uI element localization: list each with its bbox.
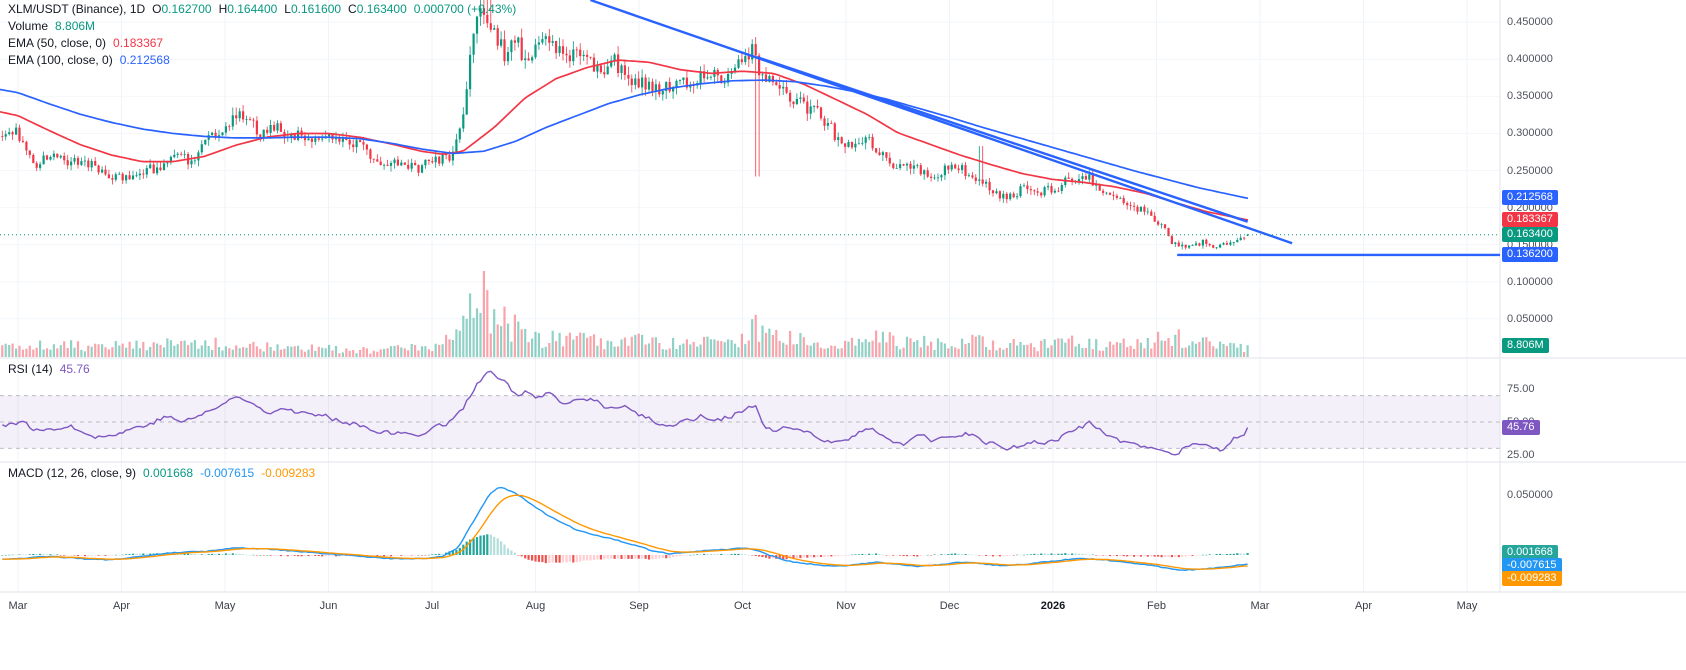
macd-label: MACD (12, 26, close, 9) xyxy=(8,466,137,480)
rsi-label: RSI (14) xyxy=(8,362,53,376)
ohlc-close-value: 0.163400 xyxy=(356,2,407,16)
volume-value: 8.806M xyxy=(55,19,96,33)
main-price-panel xyxy=(0,0,1500,357)
ema100-legend[interactable]: EMA (100, close, 0) 0.212568 xyxy=(8,53,170,67)
ohlc-open-key: O xyxy=(152,2,162,16)
time-axis-tick[interactable]: Feb xyxy=(1147,600,1166,612)
macd-legend[interactable]: MACD (12, 26, close, 9) 0.001668 -0.007615… xyxy=(8,466,315,480)
time-axis-tick[interactable]: Jul xyxy=(424,600,440,612)
price-axis-badge[interactable]: 0.183367 xyxy=(1502,211,1558,227)
change-value: 0.000700 (+0.43%) xyxy=(413,2,517,16)
time-axis-tick[interactable]: May xyxy=(214,600,236,612)
ema100-value: 0.212568 xyxy=(119,53,170,67)
macd-panel xyxy=(1,486,1249,572)
price-axis-badge[interactable]: 0.136200 xyxy=(1502,246,1558,262)
trendline-2[interactable] xyxy=(756,55,1248,223)
price-axis-tick: 0.300000 xyxy=(1507,127,1553,140)
ema50-value: 0.183367 xyxy=(113,36,164,50)
ema50-label: EMA (50, close, 0) xyxy=(8,36,107,50)
time-axis-tick[interactable]: Jun xyxy=(319,600,338,612)
rsi-axis-tick: 25.00 xyxy=(1507,449,1535,461)
time-axis-tick[interactable]: Oct xyxy=(733,600,752,612)
macd-signal-line[interactable] xyxy=(2,494,1248,570)
macd-hist-value: 0.001668 xyxy=(143,466,194,480)
time-axis-tick[interactable]: Sep xyxy=(629,600,649,612)
price-axis-tick: 0.400000 xyxy=(1507,53,1553,66)
time-axis-tick[interactable]: Aug xyxy=(525,600,546,612)
ohlc-open-value: 0.162700 xyxy=(161,2,212,16)
time-axis-tick[interactable]: Nov xyxy=(836,600,856,612)
price-axis-tick: 0.050000 xyxy=(1507,312,1553,325)
rsi-axis-tick: 75.00 xyxy=(1507,383,1535,395)
symbol-title: XLM/USDT (Binance), 1D xyxy=(8,2,146,16)
time-axis-tick[interactable]: Mar xyxy=(1250,600,1270,612)
rsi-value: 45.76 xyxy=(59,362,90,376)
main-symbol-legend[interactable]: XLM/USDT (Binance), 1D O0.162700 H0.164400… xyxy=(8,2,516,16)
volume-legend[interactable]: Volume 8.806M xyxy=(8,19,95,33)
macd-signal-value: -0.009283 xyxy=(261,466,316,480)
price-axis-tick: 0.250000 xyxy=(1507,164,1553,177)
macd-axis-badge[interactable]: -0.009283 xyxy=(1502,570,1562,586)
price-axis-tick: 0.100000 xyxy=(1507,275,1553,288)
ema100-label: EMA (100, close, 0) xyxy=(8,53,113,67)
macd-axis-badge[interactable]: 0.001668 xyxy=(1502,544,1558,560)
macd-axis-tick: 0.050000 xyxy=(1507,489,1553,501)
time-axis-tick[interactable]: Apr xyxy=(112,600,131,612)
price-axis-tick: 0.450000 xyxy=(1507,16,1553,29)
time-axis-tick[interactable]: 2026 xyxy=(1040,600,1066,612)
time-axis-tick[interactable]: May xyxy=(1456,600,1478,612)
ohlc-high-value: 0.164400 xyxy=(227,2,278,16)
ema50-legend[interactable]: EMA (50, close, 0) 0.183367 xyxy=(8,36,163,50)
time-axis-tick[interactable]: Mar xyxy=(8,600,28,612)
price-axis-badge[interactable]: 0.212568 xyxy=(1502,190,1558,206)
ema50-line[interactable] xyxy=(0,59,1249,221)
time-axis-tick[interactable]: Dec xyxy=(939,600,960,612)
volume-axis-badge[interactable]: 8.806M xyxy=(1502,338,1549,353)
price-axis-badge[interactable]: 0.163400 xyxy=(1502,226,1558,242)
macd-axis-badge[interactable]: -0.007615 xyxy=(1502,557,1562,573)
macd-line[interactable] xyxy=(2,486,1248,572)
ohlc-low-value: 0.161600 xyxy=(290,2,342,16)
rsi-legend[interactable]: RSI (14) 45.76 xyxy=(8,362,90,376)
rsi-panel xyxy=(1,370,1249,456)
rsi-line[interactable] xyxy=(1,370,1249,456)
ohlc-close-key: C xyxy=(348,2,357,16)
time-axis-tick[interactable]: Apr xyxy=(1354,600,1373,612)
rsi-axis-badge[interactable]: 45.76 xyxy=(1502,419,1540,435)
volume-label: Volume xyxy=(8,19,49,33)
trendline-1[interactable] xyxy=(590,0,1293,245)
price-axis-tick: 0.350000 xyxy=(1507,90,1553,103)
ohlc-low-key: L xyxy=(284,2,291,16)
macd-line-value: -0.007615 xyxy=(200,466,255,480)
ema100-line[interactable] xyxy=(0,79,1249,200)
ohlc-high-key: H xyxy=(218,2,228,16)
